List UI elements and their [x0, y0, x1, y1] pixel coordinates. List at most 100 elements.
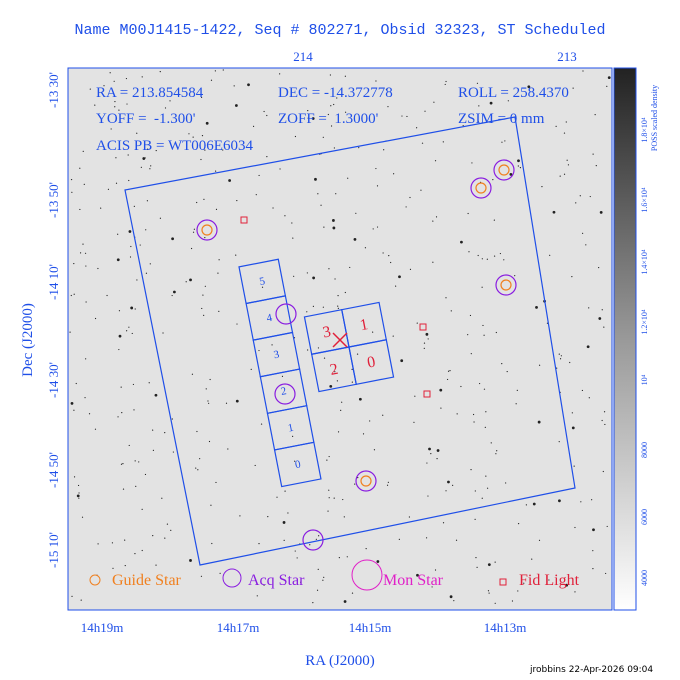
star-dot	[356, 353, 359, 355]
colorbar-tick: 4000	[640, 570, 649, 586]
legend-guide: Guide Star	[112, 572, 182, 589]
star-dot	[113, 80, 115, 82]
star-dot	[208, 440, 211, 443]
star-dot	[347, 177, 349, 179]
star-dot	[486, 258, 488, 260]
star-dot	[337, 431, 340, 433]
star-dot	[470, 353, 472, 355]
star-dot	[127, 154, 129, 156]
star-dot	[334, 371, 336, 373]
star-dot	[322, 136, 324, 138]
star-dot	[555, 125, 557, 128]
star-dot	[258, 174, 260, 177]
star-dot	[358, 397, 362, 401]
star-dot	[323, 576, 325, 578]
star-dot	[126, 103, 128, 105]
star-dot	[222, 149, 224, 151]
acq-star	[493, 159, 515, 181]
star-dot	[97, 543, 99, 545]
colorbar-tick: 1.8×10⁴	[640, 117, 649, 143]
star-dot	[79, 167, 81, 169]
star-dot	[166, 523, 169, 525]
info-acis: ACIS PB = WT006E6034	[96, 138, 253, 154]
star-dot	[413, 421, 415, 423]
star-dot	[84, 397, 86, 399]
star-dot	[261, 286, 264, 288]
ccd-chip	[273, 441, 322, 488]
star-dot	[125, 77, 128, 80]
star-dot	[80, 599, 82, 601]
star-dot	[111, 542, 114, 544]
star-dot	[199, 458, 201, 460]
y-axis-label: Dec (J2000)	[20, 303, 36, 377]
star-dot	[571, 412, 573, 414]
star-dot	[485, 475, 487, 477]
star-dot	[592, 550, 594, 552]
star-dot	[602, 470, 604, 473]
star-dot	[200, 575, 203, 577]
star-dot	[134, 553, 136, 555]
star-dot	[97, 267, 99, 270]
star-dot	[382, 414, 384, 416]
i-array: 3 1 2 0	[303, 301, 395, 393]
ccd-label: 4	[266, 312, 274, 325]
star-dot	[423, 342, 426, 344]
star-dot	[294, 460, 296, 462]
guide-star	[360, 475, 372, 487]
ccd-label: 2	[329, 361, 340, 379]
star-dot	[477, 120, 479, 123]
star-dot	[400, 359, 404, 363]
star-dot	[332, 226, 336, 230]
star-dot	[141, 508, 143, 510]
star-dot	[376, 560, 380, 563]
star-dot	[138, 461, 140, 463]
star-dot	[171, 294, 173, 297]
star-dot	[467, 212, 469, 215]
star-dot	[558, 441, 560, 443]
star-dot	[76, 494, 80, 498]
star-dot	[495, 331, 497, 334]
star-dot	[493, 219, 495, 221]
star-dot	[594, 114, 596, 116]
star-dot	[440, 407, 442, 409]
star-dot	[322, 306, 324, 308]
star-dot	[215, 481, 217, 484]
star-dot	[118, 348, 120, 351]
star-dot	[567, 164, 570, 166]
star-dot	[197, 469, 199, 471]
ccd-label: 2	[280, 385, 288, 398]
star-dot	[450, 310, 452, 312]
star-dot	[563, 173, 566, 175]
star-dot	[128, 179, 130, 182]
star-dot	[445, 490, 447, 492]
star-dot	[152, 535, 154, 537]
star-dot	[247, 83, 250, 87]
star-dot	[267, 516, 269, 518]
star-dot	[598, 266, 600, 269]
star-dot	[209, 378, 211, 381]
star-dot	[88, 413, 91, 415]
title: Name M00J1415-1422, Seq # 802271, Obsid …	[74, 22, 605, 39]
guide-star	[475, 182, 487, 194]
star-dot	[144, 157, 146, 159]
star-dot	[318, 535, 320, 537]
star-dot	[222, 69, 224, 71]
star-dot	[433, 101, 435, 103]
top-tick: 214	[293, 49, 313, 64]
star-dot	[372, 228, 374, 230]
star-dot	[204, 285, 206, 287]
star-dot	[353, 238, 357, 241]
legend-mon: Mon Star	[383, 572, 444, 589]
star-dot	[406, 115, 408, 118]
star-dot	[134, 460, 136, 462]
star-dot	[210, 504, 212, 506]
star-dot	[604, 423, 606, 426]
star-dot	[228, 179, 232, 182]
star-dot	[591, 499, 593, 501]
star-dot	[73, 476, 76, 478]
star-dot	[215, 208, 218, 210]
star-dot	[401, 115, 403, 117]
star-dot	[128, 444, 130, 447]
star-dot	[196, 201, 198, 204]
